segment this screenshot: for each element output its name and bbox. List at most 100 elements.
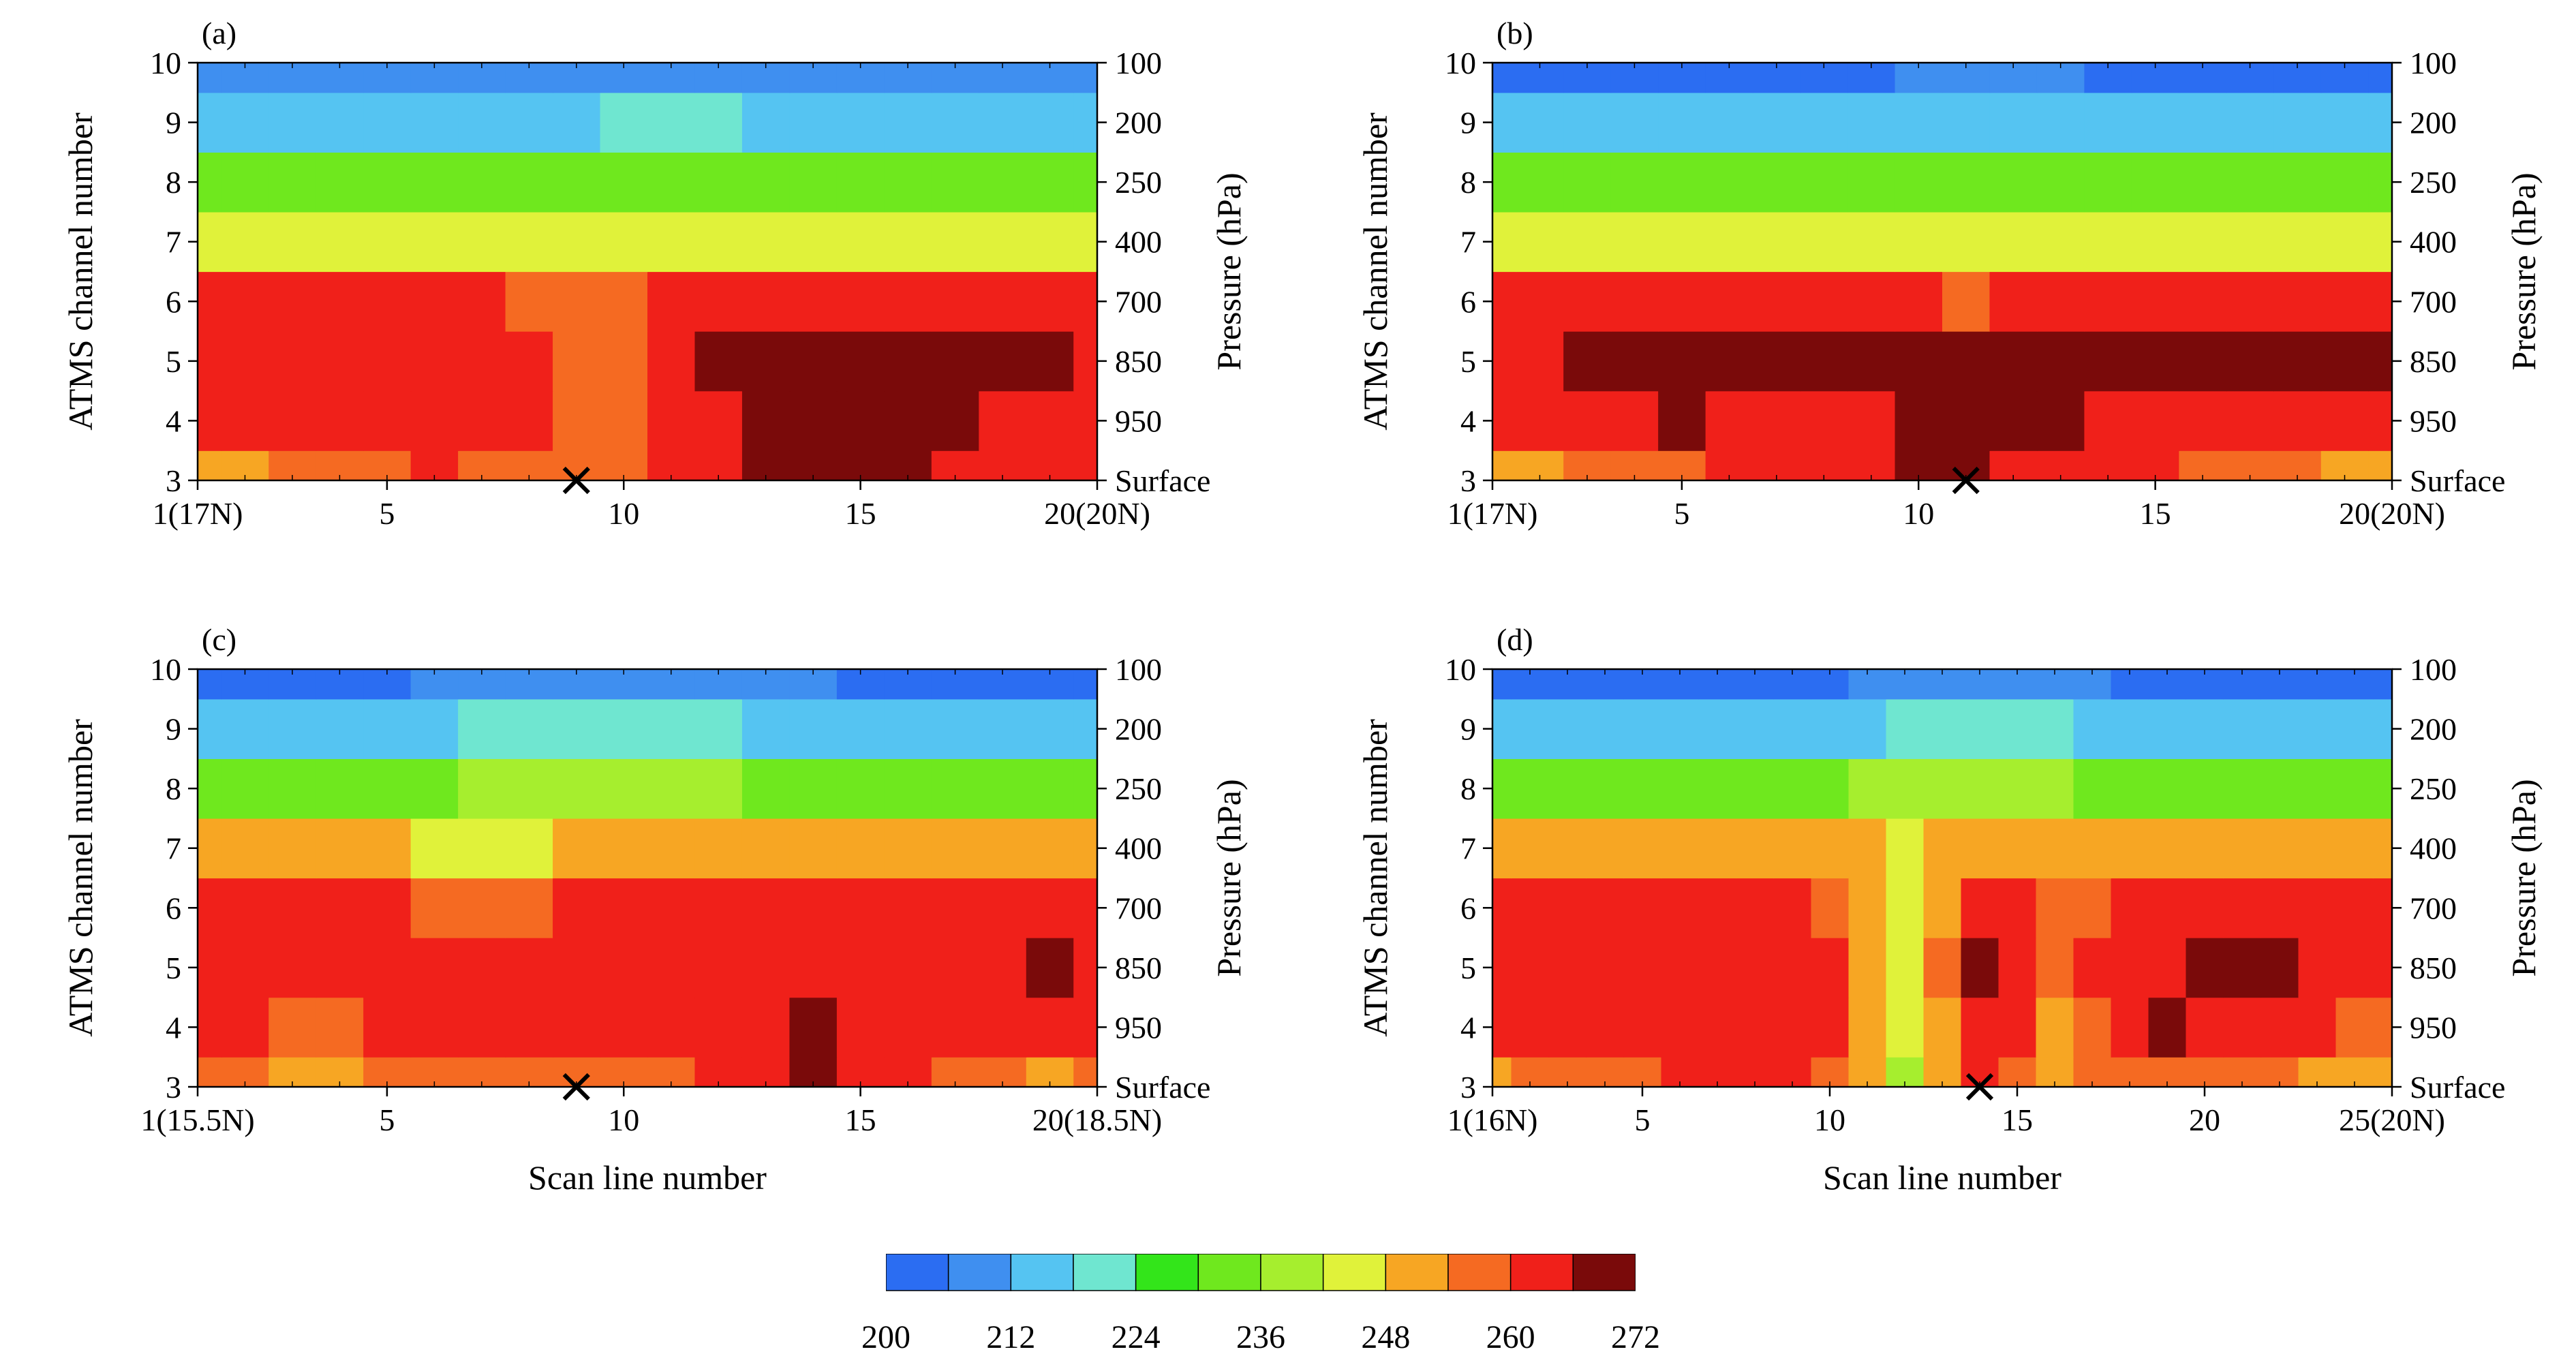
heatmap-cell bbox=[694, 878, 743, 938]
y2-tick-label: 700 bbox=[1115, 284, 1162, 319]
heatmap-cell bbox=[2036, 390, 2085, 451]
heatmap-cell bbox=[1511, 758, 1550, 819]
panel-c: 1(15.5N) 5 10 15 20(18.5N) 3 Surface 4 950 5 850 6 7… bbox=[0, 606, 1288, 1233]
heatmap-cell bbox=[2260, 698, 2299, 759]
heatmap-cell bbox=[553, 758, 601, 819]
heatmap-cell bbox=[1563, 271, 1612, 332]
x-tick-label: 1(17N) bbox=[1447, 496, 1538, 531]
heatmap-cell bbox=[741, 878, 791, 938]
heatmap-cell bbox=[1661, 698, 1700, 759]
heatmap-cell bbox=[2036, 271, 2085, 332]
heatmap-cell bbox=[2179, 152, 2227, 213]
y-tick-label: 6 bbox=[166, 284, 181, 319]
heatmap-cell bbox=[2373, 669, 2393, 700]
heatmap-cell bbox=[316, 152, 364, 213]
heatmap-d: 1(16N) 5 10 15 20 25(20N) 3 Surface 4 950 5 850 6 700… bbox=[1356, 622, 2543, 1197]
heatmap-cell bbox=[931, 331, 979, 392]
y-tick-label: 6 bbox=[1460, 284, 1476, 319]
y2-tick-label: 100 bbox=[1115, 652, 1162, 687]
heatmap-cell bbox=[2320, 211, 2369, 273]
heatmap-cell bbox=[2179, 211, 2227, 273]
heatmap-cell bbox=[600, 818, 648, 879]
heatmap-cell bbox=[2148, 758, 2187, 819]
storm-center-marker bbox=[562, 1073, 590, 1101]
heatmap-cell bbox=[363, 997, 412, 1058]
heatmap-cell bbox=[458, 92, 506, 153]
heatmap-cell bbox=[979, 758, 1027, 819]
heatmap-cell bbox=[363, 271, 412, 332]
y-tick-label: 7 bbox=[1460, 831, 1476, 866]
heatmap-cell bbox=[2148, 818, 2187, 879]
heatmap-cell bbox=[600, 152, 648, 213]
heatmap-cell bbox=[1073, 271, 1098, 332]
heatmap-cell bbox=[1698, 878, 1737, 938]
heatmap-cell bbox=[2223, 818, 2262, 879]
heatmap-cell bbox=[694, 818, 743, 879]
heatmap-cell bbox=[410, 390, 459, 451]
heatmap-cell bbox=[789, 152, 838, 213]
y2-axis-title: Pressure (hPa) bbox=[1210, 779, 1248, 976]
heatmap-cell bbox=[1563, 331, 1612, 392]
heatmap-cell bbox=[1661, 997, 1700, 1058]
heatmap-cell bbox=[741, 331, 791, 392]
heatmap-cell bbox=[979, 698, 1027, 759]
heatmap-cell bbox=[2226, 92, 2274, 153]
heatmap-cell bbox=[1492, 450, 1517, 481]
y-tick-label: 4 bbox=[1460, 1010, 1476, 1045]
heatmap-cell bbox=[2111, 698, 2149, 759]
colorbar-segment bbox=[1385, 1254, 1449, 1291]
heatmap-cell bbox=[1998, 758, 2037, 819]
heatmap-cell bbox=[931, 818, 979, 879]
y-tick-label: 9 bbox=[1460, 712, 1476, 747]
heatmap-cell bbox=[884, 390, 932, 451]
heatmap-cell bbox=[1698, 698, 1737, 759]
heatmap-cell bbox=[1563, 92, 1612, 153]
y2-axis-title: Pressure (hPa) bbox=[2504, 779, 2543, 976]
colorbar-segment bbox=[1322, 1254, 1387, 1291]
heatmap-cell bbox=[1753, 211, 1801, 273]
heatmap-cell bbox=[884, 938, 932, 998]
heatmap-cell bbox=[2260, 878, 2299, 938]
heatmap-cell bbox=[1073, 390, 1098, 451]
heatmap-cell bbox=[1026, 271, 1074, 332]
y2-tick-label: 850 bbox=[1115, 344, 1162, 379]
heatmap-cell bbox=[931, 92, 979, 153]
heatmap-cell bbox=[2111, 938, 2149, 998]
heatmap-cell bbox=[458, 938, 506, 998]
heatmap-cell bbox=[2084, 92, 2132, 153]
heatmap-cell bbox=[884, 758, 932, 819]
heatmap-cell bbox=[2186, 818, 2224, 879]
heatmap-cell bbox=[1026, 92, 1074, 153]
heatmap-cell bbox=[836, 390, 885, 451]
heatmap-cell bbox=[1847, 390, 1896, 451]
heatmap-cell bbox=[1698, 938, 1737, 998]
colorbar-tick-label: 224 bbox=[1111, 1319, 1161, 1355]
y-tick-label: 6 bbox=[166, 891, 181, 925]
heatmap-cell bbox=[2368, 211, 2393, 273]
heatmap-cell bbox=[269, 211, 317, 273]
heatmap-cell bbox=[269, 758, 317, 819]
heatmap-cell bbox=[2373, 818, 2393, 879]
heatmap-cell bbox=[1961, 758, 1999, 819]
heatmap-cell bbox=[647, 390, 696, 451]
colorbar bbox=[886, 1254, 1636, 1291]
heatmap-cell bbox=[2373, 698, 2393, 759]
heatmap-cell bbox=[1610, 92, 1659, 153]
heatmap-cell bbox=[2260, 758, 2299, 819]
heatmap-cell bbox=[1705, 211, 1753, 273]
heatmap-cell bbox=[741, 211, 791, 273]
heatmap-cell bbox=[1658, 390, 1706, 451]
heatmap-cell bbox=[1610, 211, 1659, 273]
panel-a: 1(17N) 5 10 15 20(20N) 3 Surface 4 950 5 850 6 700 7 4… bbox=[0, 0, 1288, 606]
y2-tick-label: Surface bbox=[1115, 463, 1210, 498]
heatmap-cell bbox=[363, 938, 412, 998]
heatmap-cell bbox=[1800, 271, 1848, 332]
y-tick-label: 3 bbox=[1460, 1070, 1476, 1105]
y-tick-label: 8 bbox=[1460, 165, 1476, 200]
heatmap-cell bbox=[2131, 271, 2179, 332]
heatmap-cell bbox=[505, 271, 553, 332]
heatmap-cell bbox=[741, 997, 791, 1058]
heatmap-cell bbox=[647, 938, 696, 998]
heatmap-cell bbox=[884, 818, 932, 879]
heatmap-cell bbox=[1026, 331, 1074, 392]
